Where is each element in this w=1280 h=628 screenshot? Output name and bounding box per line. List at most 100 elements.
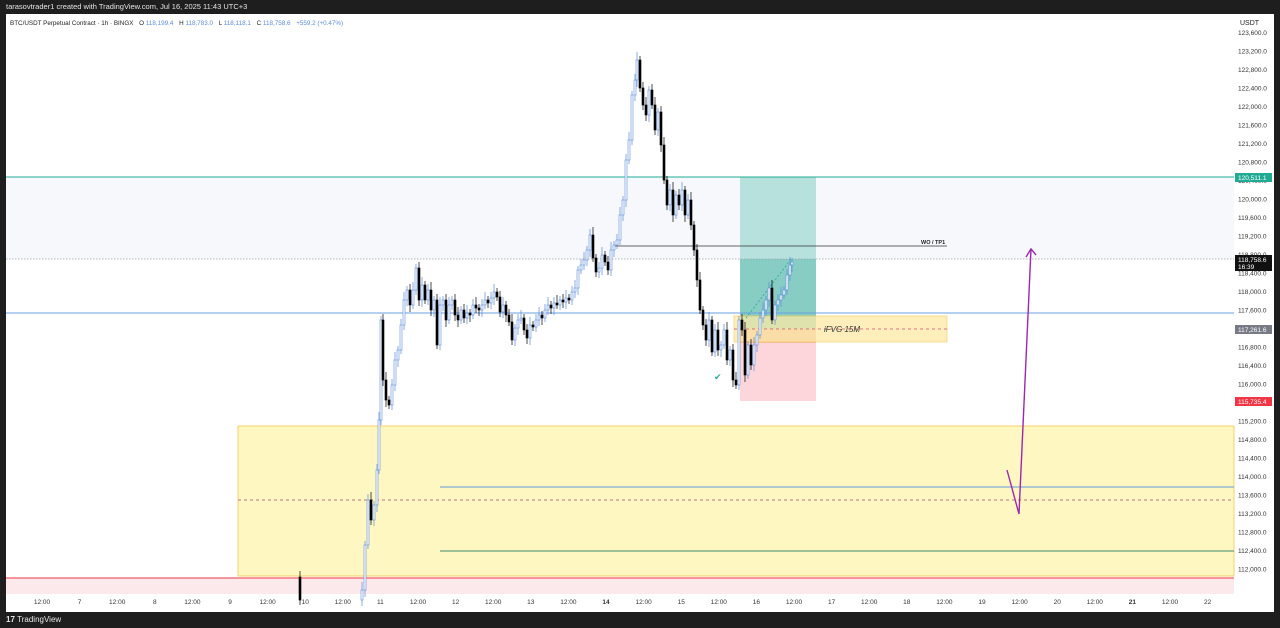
fvg-zone-15m[interactable] [733, 315, 948, 343]
candle-body [594, 257, 598, 273]
time-axis-label: 7 [78, 599, 82, 606]
candle-body [695, 249, 699, 281]
change-value: +559.2 (+0.47%) [296, 20, 343, 27]
candle-body [579, 264, 583, 271]
time-axis[interactable]: 12:00 7 12:00 8 12:00 9 12:00 10 12:00 11 12:00 12 1… [34, 599, 1212, 606]
candle-body [665, 179, 669, 206]
candle-body [507, 314, 511, 323]
price-axis-label: 119,600.0 [1238, 215, 1267, 222]
candle-body [387, 399, 391, 406]
time-axis-label: 12:00 [861, 599, 878, 606]
lines-layer [6, 176, 1234, 579]
candle-body [671, 189, 675, 216]
candles-layer [298, 52, 794, 606]
candle-body [429, 289, 433, 311]
time-axis-label: 20 [1054, 599, 1062, 606]
candle-body [722, 329, 726, 346]
target-price-text: 120,511.1 [1238, 175, 1267, 182]
candle-body [441, 299, 445, 306]
candle-body [498, 296, 502, 313]
candle-body [653, 104, 657, 131]
price-axis-label: 112,000.0 [1238, 567, 1267, 574]
candle-body [588, 234, 592, 251]
candle-body [603, 254, 607, 263]
candle-body [414, 267, 418, 291]
candle-body [552, 302, 556, 309]
stop-price-tag: 115,735.4 [1235, 397, 1272, 406]
candle-body [612, 244, 616, 251]
time-axis-label: 14 [602, 599, 610, 606]
watermark-header: tarasovtrader1 created with TradingView.… [0, 0, 1280, 14]
stop-band [6, 578, 1234, 594]
price-axis-label: 117,600.0 [1238, 308, 1267, 315]
candle-body [456, 314, 460, 321]
candle-body [561, 299, 565, 303]
time-axis-label: 12:00 [936, 599, 953, 606]
time-axis-label: 13 [527, 599, 535, 606]
high-value: 118,783.0 [185, 20, 213, 27]
candle-body [755, 334, 759, 346]
time-axis-label: 17 [828, 599, 836, 606]
candle-body [737, 319, 741, 386]
price-axis[interactable]: 123,600.0 123,200.0 122,800.0 122,400.0 122,… [1238, 30, 1267, 574]
candle-body [402, 299, 406, 326]
candle-body [411, 289, 415, 306]
time-axis-label: 12:00 [485, 599, 502, 606]
candle-body [298, 576, 302, 601]
candle-body [776, 299, 780, 306]
candle-body [597, 267, 601, 273]
candle-body [393, 359, 397, 386]
candle-body [591, 234, 595, 259]
candle-body [396, 349, 400, 361]
candle-body [716, 329, 720, 351]
fvg-zone-large[interactable] [237, 425, 1235, 577]
arrow-icon[interactable] [1006, 247, 1037, 515]
time-axis-label: 12:00 [1011, 599, 1028, 606]
price-axis-label: 121,600.0 [1238, 123, 1267, 130]
entry-price-tag: 117,261.6 [1235, 325, 1272, 334]
candle-body [420, 284, 424, 301]
time-axis-label: 12:00 [410, 599, 427, 606]
candle-body [704, 324, 708, 341]
price-axis-label: 120,000.0 [1238, 197, 1267, 204]
stop-price-text: 115,735.4 [1238, 399, 1267, 406]
candle-body [767, 287, 771, 301]
candle-body [369, 499, 373, 521]
candle-body [758, 317, 762, 336]
candle-body [504, 304, 508, 316]
candle-body [432, 299, 436, 311]
candle-body [537, 314, 541, 321]
candle-body [513, 327, 517, 341]
candle-body [779, 294, 783, 301]
price-axis-label: 115,200.0 [1238, 419, 1267, 426]
symbol-legend[interactable]: BTC/USDT Perpetual Contract · 1h · BINGX… [10, 20, 343, 27]
candle-body [495, 291, 499, 298]
candle-body [635, 59, 639, 81]
time-axis-label: 12:00 [560, 599, 577, 606]
time-axis-label: 21 [1129, 599, 1137, 606]
candle-body [788, 264, 792, 276]
time-axis-label: 12:00 [711, 599, 728, 606]
candle-body [531, 324, 535, 328]
low-value: 118,118.1 [224, 20, 252, 27]
candle-body [707, 319, 711, 341]
candle-body [567, 297, 571, 301]
time-axis-label: 11 [377, 599, 384, 606]
candle-body [689, 199, 693, 226]
candle-body [555, 302, 559, 306]
candle-body [573, 287, 577, 293]
time-axis-label: 22 [1204, 599, 1212, 606]
price-axis-label: 112,400.0 [1238, 548, 1267, 555]
price-axis-label: 118,000.0 [1238, 289, 1267, 296]
candle-body [377, 419, 381, 471]
price-axis-label: 118,400.0 [1238, 271, 1267, 278]
time-axis-label: 12:00 [259, 599, 276, 606]
candle-body [680, 189, 684, 206]
candle-body [459, 309, 463, 321]
price-axis-label: 123,600.0 [1238, 30, 1267, 37]
candle-body [743, 329, 747, 376]
candle-body [618, 214, 622, 241]
candle-body [698, 279, 702, 311]
close-label: C [257, 20, 262, 27]
